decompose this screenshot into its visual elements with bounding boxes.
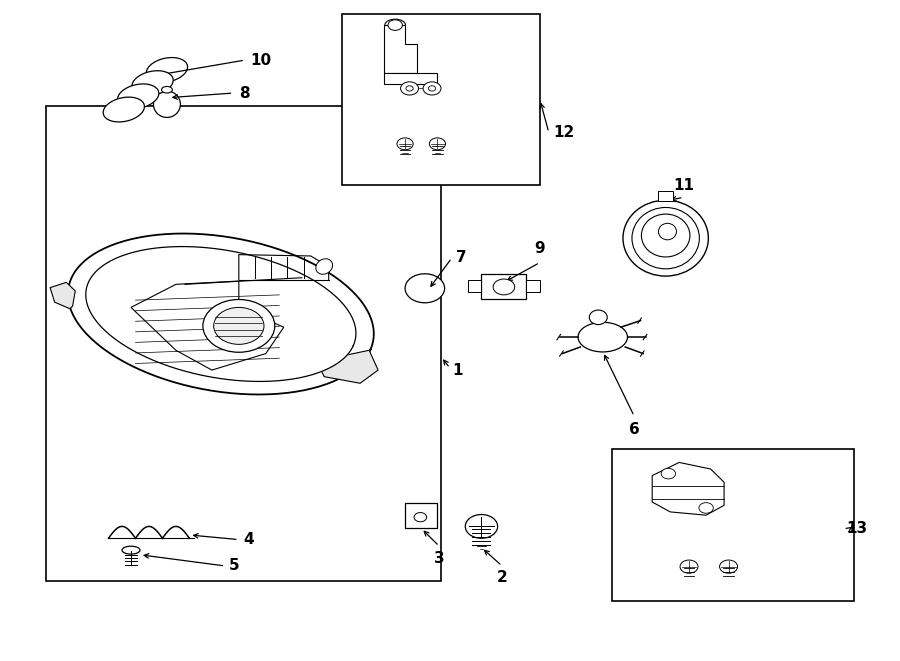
Circle shape bbox=[680, 560, 698, 573]
Circle shape bbox=[405, 274, 445, 303]
Circle shape bbox=[406, 86, 413, 91]
Circle shape bbox=[662, 469, 676, 479]
Bar bbox=[659, 191, 673, 200]
Text: 9: 9 bbox=[535, 241, 545, 256]
Polygon shape bbox=[384, 25, 417, 73]
Ellipse shape bbox=[147, 58, 187, 83]
Ellipse shape bbox=[161, 87, 172, 93]
Ellipse shape bbox=[659, 223, 677, 240]
Circle shape bbox=[428, 86, 436, 91]
Text: 10: 10 bbox=[250, 53, 272, 67]
Text: 2: 2 bbox=[497, 570, 508, 586]
Circle shape bbox=[429, 138, 445, 150]
Circle shape bbox=[388, 20, 402, 30]
Bar bbox=[46, 106, 441, 581]
Text: 6: 6 bbox=[629, 422, 640, 437]
Ellipse shape bbox=[590, 310, 608, 325]
Ellipse shape bbox=[316, 258, 333, 274]
Bar bbox=[405, 503, 436, 528]
Ellipse shape bbox=[623, 200, 708, 276]
Ellipse shape bbox=[632, 208, 699, 269]
Polygon shape bbox=[50, 282, 76, 309]
Circle shape bbox=[493, 279, 515, 295]
Circle shape bbox=[202, 299, 274, 352]
Text: 12: 12 bbox=[554, 125, 574, 140]
Polygon shape bbox=[131, 281, 284, 370]
Ellipse shape bbox=[118, 84, 158, 109]
Text: 11: 11 bbox=[673, 178, 694, 193]
Circle shape bbox=[397, 138, 413, 150]
Text: 3: 3 bbox=[434, 551, 445, 566]
Bar bbox=[612, 449, 854, 601]
Ellipse shape bbox=[132, 71, 173, 96]
Text: 5: 5 bbox=[229, 559, 239, 574]
Circle shape bbox=[414, 512, 427, 522]
Bar bbox=[526, 280, 540, 292]
Text: 8: 8 bbox=[238, 85, 249, 100]
Bar bbox=[482, 274, 526, 299]
Ellipse shape bbox=[578, 323, 627, 352]
Circle shape bbox=[423, 82, 441, 95]
Bar bbox=[342, 14, 540, 185]
Circle shape bbox=[400, 82, 418, 95]
Ellipse shape bbox=[122, 546, 140, 554]
Ellipse shape bbox=[642, 214, 690, 257]
Bar bbox=[468, 280, 482, 292]
Circle shape bbox=[720, 560, 738, 573]
Circle shape bbox=[699, 502, 714, 513]
Text: 13: 13 bbox=[847, 521, 868, 536]
Text: 7: 7 bbox=[456, 251, 467, 266]
Circle shape bbox=[213, 307, 264, 344]
Polygon shape bbox=[86, 247, 356, 381]
Ellipse shape bbox=[104, 97, 144, 122]
Polygon shape bbox=[384, 73, 436, 85]
Text: 1: 1 bbox=[453, 363, 464, 377]
Polygon shape bbox=[652, 463, 724, 515]
Text: 4: 4 bbox=[243, 532, 254, 547]
Polygon shape bbox=[318, 350, 378, 383]
Ellipse shape bbox=[154, 91, 180, 118]
Circle shape bbox=[465, 514, 498, 538]
